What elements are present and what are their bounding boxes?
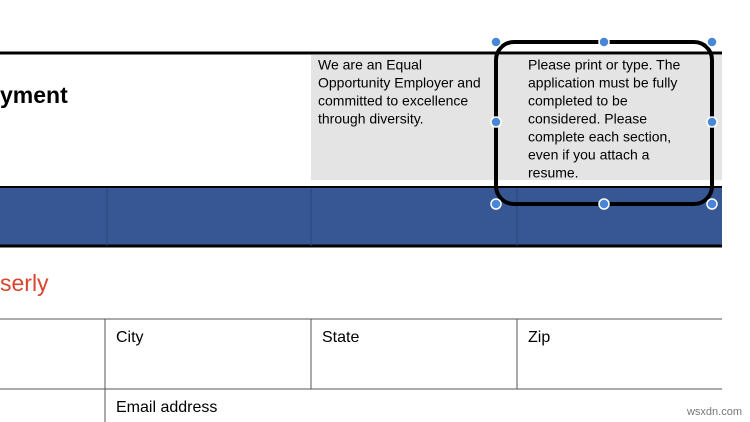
- note-line: resume.: [528, 165, 579, 181]
- section-heading: serly: [0, 270, 49, 296]
- field-label[interactable]: State: [322, 329, 359, 346]
- resize-handle[interactable]: [598, 36, 610, 48]
- note-line: considered. Please: [528, 111, 647, 127]
- title: yment: [0, 82, 68, 108]
- note-line: application must be fully: [528, 75, 677, 91]
- selection-handles: [490, 36, 718, 210]
- note-line: We are an Equal: [318, 57, 422, 73]
- field-label[interactable]: Zip: [528, 329, 550, 346]
- note-line: Opportunity Employer and: [318, 75, 481, 91]
- note-line: even if you attach a: [528, 147, 650, 163]
- watermark: wsxdn.com: [686, 406, 742, 418]
- resize-handle[interactable]: [490, 116, 502, 128]
- instructions-note: Please print or type. The application mus…: [528, 57, 680, 181]
- note-line: complete each section,: [528, 129, 671, 145]
- resize-handle[interactable]: [490, 36, 502, 48]
- resize-handle[interactable]: [598, 198, 610, 210]
- note-line: through diversity.: [318, 111, 424, 127]
- resize-handle[interactable]: [706, 116, 718, 128]
- resize-handle[interactable]: [490, 198, 502, 210]
- note-box: [311, 55, 722, 180]
- blue-band: [0, 187, 722, 246]
- eeo-note: We are an Equal Opportunity Employer and c…: [318, 57, 481, 127]
- note-line: committed to excellence: [318, 93, 468, 109]
- resize-handle[interactable]: [706, 36, 718, 48]
- field-label[interactable]: City: [116, 329, 144, 346]
- resize-handle[interactable]: [706, 198, 718, 210]
- field-label[interactable]: Email address: [116, 399, 217, 416]
- note-line: Please print or type. The: [528, 57, 680, 73]
- note-line: completed to be: [528, 93, 628, 109]
